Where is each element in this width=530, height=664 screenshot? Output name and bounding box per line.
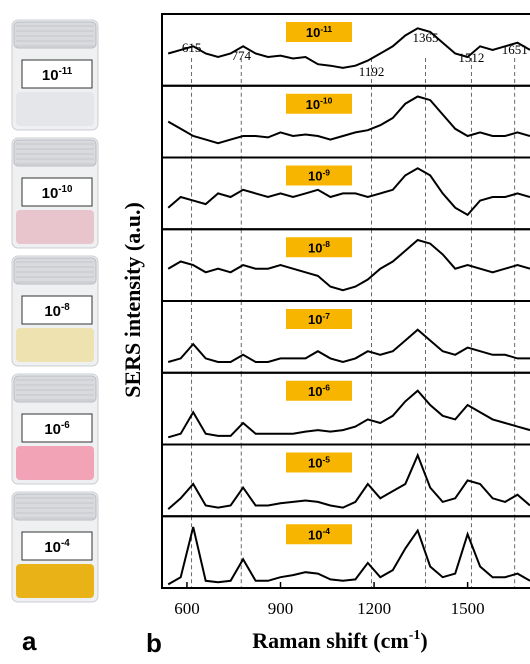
label-base: 10 <box>44 303 61 320</box>
x-tick-label: 600 <box>174 599 200 618</box>
spectrum <box>167 389 530 439</box>
x-tick-label: 1500 <box>451 599 485 618</box>
concentration-label: 10-5 <box>308 454 330 470</box>
peak-label: 1192 <box>359 64 385 79</box>
concentration-label: 10-10 <box>42 184 73 202</box>
vial-liquid <box>16 92 94 126</box>
concentration-label: 10-7 <box>308 311 330 327</box>
label-exponent: -11 <box>320 24 332 34</box>
label-base: 10 <box>306 97 320 112</box>
x-label-sup: -1 <box>409 628 421 643</box>
panel-a-label: a <box>22 626 37 656</box>
x-label-text: Raman shift (cm <box>252 628 408 653</box>
label-base: 10 <box>42 185 59 202</box>
peak-label: 1365 <box>413 30 439 45</box>
x-tick-label: 1200 <box>357 599 391 618</box>
concentration-box <box>286 93 352 114</box>
label-base: 10 <box>308 527 322 542</box>
vial-label-box <box>21 59 93 89</box>
concentration-label: 10-11 <box>42 66 73 84</box>
label-exponent: -9 <box>322 167 330 177</box>
label-exponent: -10 <box>320 96 333 106</box>
vial <box>11 373 99 485</box>
label-base: 10 <box>308 240 322 255</box>
x-label-end: ) <box>420 628 427 653</box>
label-exponent: -5 <box>322 454 330 464</box>
label-exponent: -8 <box>322 239 330 249</box>
vial-label-box <box>21 531 93 561</box>
concentration-box <box>286 237 352 258</box>
peak-label: 615 <box>182 40 202 55</box>
vial-liquid <box>16 328 94 362</box>
vial-liquid <box>16 446 94 480</box>
spectrum <box>167 27 530 69</box>
concentration-label: 10-6 <box>308 383 330 399</box>
peak-label: 774 <box>231 48 251 63</box>
label-exponent: -6 <box>61 420 70 431</box>
label-base: 10 <box>42 67 59 84</box>
label-base: 10 <box>44 539 61 556</box>
spectrum <box>167 95 530 145</box>
concentration-label: 10-10 <box>306 96 333 112</box>
label-base: 10 <box>44 421 61 438</box>
label-base: 10 <box>308 456 322 471</box>
concentration-label: 10-8 <box>44 302 70 320</box>
vial-label-box <box>21 413 93 443</box>
label-exponent: -10 <box>58 184 73 195</box>
concentration-box <box>286 524 352 545</box>
label-base: 10 <box>308 384 322 399</box>
vial-liquid <box>16 564 94 598</box>
label-exponent: -11 <box>59 66 73 77</box>
vial-label-box <box>21 295 93 325</box>
concentration-label: 10-11 <box>306 24 333 40</box>
label-base: 10 <box>306 25 320 40</box>
x-tick-label: 900 <box>268 599 294 618</box>
label-exponent: -6 <box>322 383 330 393</box>
vial-label-box <box>21 177 93 207</box>
spectrum <box>167 167 530 217</box>
label-exponent: -4 <box>61 538 70 549</box>
vial <box>11 137 99 249</box>
concentration-label: 10-4 <box>308 526 330 542</box>
label-base: 10 <box>308 312 322 327</box>
panel-b-label: b <box>146 628 162 658</box>
concentration-label: 10-4 <box>44 538 70 556</box>
label-exponent: -8 <box>61 302 70 313</box>
vial <box>11 491 99 603</box>
concentration-label: 10-6 <box>44 420 70 438</box>
label-exponent: -7 <box>322 311 330 321</box>
label-exponent: -4 <box>322 526 330 536</box>
y-axis-label: SERS intensity (a.u.) <box>120 202 145 398</box>
concentration-box <box>286 22 352 42</box>
concentration-box <box>286 165 352 186</box>
peak-label: 1651 <box>502 42 528 57</box>
concentration-box <box>286 309 352 329</box>
concentration-box <box>286 380 352 401</box>
vial <box>11 255 99 367</box>
vial <box>11 19 99 131</box>
spectrum <box>167 452 530 510</box>
spectrum <box>167 328 530 364</box>
x-axis-label: Raman shift (cm-1) <box>252 628 427 653</box>
plot-area: 615 774 1192 1365 1512 1651 <box>167 22 530 588</box>
panel-frame <box>161 515 530 589</box>
spectrum <box>167 238 530 292</box>
concentration-label: 10-9 <box>308 167 330 183</box>
concentration-label: 10-8 <box>308 239 330 255</box>
label-base: 10 <box>308 169 322 184</box>
spectrum <box>167 526 530 586</box>
vial-liquid <box>16 210 94 244</box>
concentration-box <box>286 452 352 473</box>
peak-label: 1512 <box>458 50 484 65</box>
